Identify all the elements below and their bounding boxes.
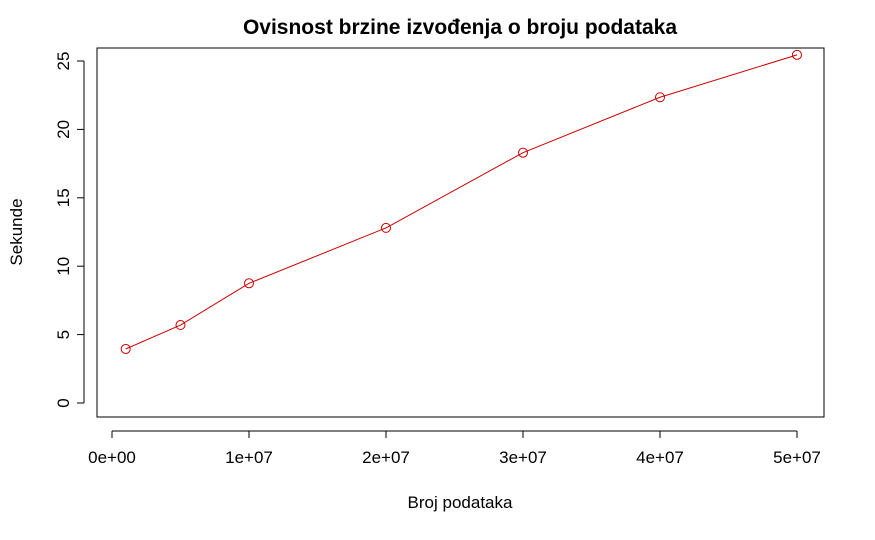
y-axis: 0 5 10 15 20 25 bbox=[54, 52, 85, 408]
x-axis: 0e+00 1e+07 2e+07 3e+07 4e+07 5e+07 bbox=[88, 430, 821, 467]
x-axis-label: Broj podataka bbox=[408, 493, 513, 512]
data-point bbox=[175, 320, 186, 331]
series-layer bbox=[120, 49, 802, 354]
y-tick-label: 5 bbox=[54, 330, 73, 339]
data-point bbox=[381, 222, 391, 233]
data-point bbox=[244, 278, 254, 289]
data-point bbox=[792, 49, 802, 60]
y-axis-label: Sekunde bbox=[7, 198, 26, 265]
data-point bbox=[120, 343, 131, 354]
series-line bbox=[125, 54, 798, 350]
y-tick-label: 20 bbox=[54, 120, 73, 139]
y-tick-label: 15 bbox=[54, 188, 73, 207]
data-point bbox=[655, 92, 665, 103]
x-tick-label: 0e+00 bbox=[88, 448, 136, 467]
x-tick-label: 1e+07 bbox=[225, 448, 273, 467]
chart-title: Ovisnost brzine izvođenja o broju podata… bbox=[243, 16, 677, 39]
y-tick-label: 10 bbox=[54, 257, 73, 276]
plot-frame bbox=[96, 47, 825, 418]
data-point bbox=[518, 147, 528, 158]
x-tick-label: 4e+07 bbox=[636, 448, 684, 467]
x-tick-label: 3e+07 bbox=[499, 448, 547, 467]
x-tick-label: 5e+07 bbox=[773, 448, 821, 467]
x-tick-label: 2e+07 bbox=[362, 448, 410, 467]
y-tick-label: 0 bbox=[54, 398, 73, 407]
y-tick-label: 25 bbox=[54, 52, 73, 71]
